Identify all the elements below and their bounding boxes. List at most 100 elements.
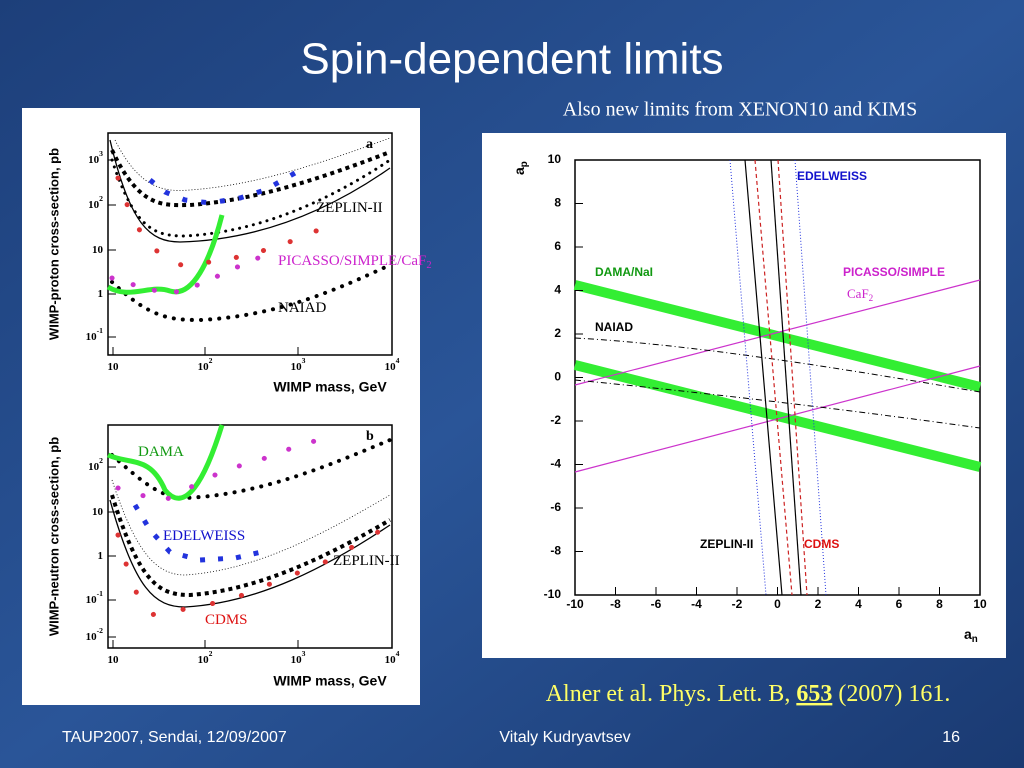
- y-tick-label-exp: 2: [99, 194, 103, 203]
- curve-label: PICASSO/SIMPLE: [843, 265, 945, 279]
- y-tick-label: 8: [554, 196, 561, 210]
- x-tick-label-text: 10: [291, 361, 303, 373]
- curve-label-text: DAMA: [138, 444, 184, 460]
- y-tick-label: 1: [98, 288, 104, 300]
- band: [573, 360, 982, 472]
- curve: [111, 479, 391, 576]
- line: [777, 159, 808, 596]
- x-tick-label: 102: [198, 649, 213, 666]
- y-tick-label: 102: [88, 456, 103, 473]
- y-tick-label-exp: -2: [97, 626, 104, 635]
- x-tick-label: -2: [732, 597, 743, 611]
- curve-label-sub: 2: [869, 293, 874, 303]
- frame: [107, 132, 393, 356]
- y-tick-label-text: 10: [86, 331, 98, 343]
- curve-label-text: NAIAD: [595, 320, 633, 334]
- x-tick-label: 103: [291, 356, 306, 373]
- x-tick-label: -4: [691, 597, 702, 611]
- curve-label: ZEPLIN-II: [333, 553, 400, 569]
- subtitle: Also new limits from XENON10 and KIMS: [563, 99, 917, 121]
- x-tick-label-text: 10: [291, 654, 303, 666]
- y-tick-label: 0: [554, 370, 561, 384]
- curve-label: CDMS: [205, 612, 248, 628]
- curve-label-text: CDMS: [804, 537, 839, 551]
- y-tick-label-exp: 2: [99, 456, 103, 465]
- y-axis-label: WIMP-proton cross-section, pb: [46, 148, 61, 340]
- x-tick-label: -8: [610, 597, 621, 611]
- curve-label-text: EDELWEISS: [797, 169, 867, 183]
- y-tick-label: 1: [98, 550, 104, 562]
- y-tick-label: 102: [88, 194, 103, 211]
- y-tick-label: 10-1: [86, 589, 104, 606]
- citation-volume: 653: [796, 681, 832, 707]
- y-tick-label: 10: [92, 244, 104, 256]
- plot-curves: [106, 132, 982, 649]
- y-tick-label: 4: [554, 283, 561, 297]
- band: [573, 280, 982, 392]
- curve-label: NAIAD: [278, 300, 326, 316]
- line: [574, 379, 981, 429]
- points: [115, 522, 393, 618]
- x-axis-label: WIMP mass, GeV: [273, 379, 387, 395]
- curve-label: CDMS: [804, 537, 839, 551]
- y-tick-label-text: 10: [92, 244, 104, 256]
- x-tick-label-exp: 3: [302, 356, 306, 365]
- curve-label: NAIAD: [595, 320, 633, 334]
- y-tick-label-text: 10: [88, 461, 100, 473]
- x-tick-label-text: 10: [108, 654, 120, 666]
- panel-label: b: [366, 429, 374, 444]
- title: Spin-dependent limits: [300, 35, 723, 84]
- x-tick-label-exp: 2: [209, 356, 213, 365]
- footer-left: TAUP2007, Sendai, 12/09/2007: [62, 729, 287, 746]
- y-tick-label-exp: -1: [97, 326, 104, 335]
- points: [115, 434, 333, 503]
- points: [132, 503, 271, 563]
- y-tick-label: 10: [92, 506, 104, 518]
- curve-label: ZEPLIN-II: [316, 200, 383, 216]
- y-tick-label-text: 10: [92, 506, 104, 518]
- curve-label-text: ZEPLIN-II: [333, 553, 400, 569]
- y-axis-label-text: a: [511, 167, 527, 175]
- line: [754, 159, 793, 596]
- left-panel: [22, 108, 420, 705]
- x-tick-label-text: 10: [108, 361, 120, 373]
- x-tick-label: 2: [815, 597, 822, 611]
- curve-label: DAMA/NaI: [595, 265, 653, 279]
- y-axis-label: WIMP-neutron cross-section, pb: [46, 437, 61, 636]
- citation-rest: (2007) 161.: [838, 681, 950, 707]
- curve-label: DAMA: [138, 444, 184, 460]
- y-tick-label-text: 10: [88, 154, 100, 166]
- y-tick-label: 103: [88, 149, 103, 166]
- x-tick-label: 103: [291, 649, 306, 666]
- citation: Alner et al. Phys. Lett. B, 653 (2007) 1…: [546, 681, 951, 707]
- curve-label: EDELWEISS: [163, 528, 245, 544]
- curve-label-text: ZEPLIN-II: [700, 537, 753, 551]
- x-tick-label: -10: [566, 597, 584, 611]
- x-axis-label-sub: n: [972, 634, 978, 645]
- y-tick-label-text: 1: [98, 550, 104, 562]
- y-tick-label: -6: [550, 500, 561, 514]
- y-tick-label: 10: [548, 152, 562, 166]
- y-tick-label: -10: [544, 587, 562, 601]
- curve-label-text: NAIAD: [278, 300, 326, 316]
- line: [574, 337, 981, 393]
- x-tick-label: 10: [973, 597, 987, 611]
- curve-label-text: CaF: [847, 286, 869, 301]
- band: [106, 214, 225, 295]
- x-tick-label: 104: [385, 356, 400, 373]
- x-tick-label-exp: 2: [209, 649, 213, 658]
- x-axis-label: WIMP mass, GeV: [273, 673, 387, 689]
- x-tick-label-text: 10: [385, 361, 397, 373]
- x-tick-label-text: 10: [198, 361, 210, 373]
- line: [729, 159, 767, 596]
- y-tick-label: 10-1: [86, 326, 104, 343]
- x-tick-label-text: 10: [198, 654, 210, 666]
- points: [148, 170, 297, 206]
- frame: [107, 424, 393, 649]
- y-tick-label-text: 10: [86, 631, 98, 643]
- y-tick-label: -4: [550, 457, 561, 471]
- right-panel: [482, 133, 1006, 658]
- curve-label-text: EDELWEISS: [163, 528, 245, 544]
- curve: [110, 158, 392, 238]
